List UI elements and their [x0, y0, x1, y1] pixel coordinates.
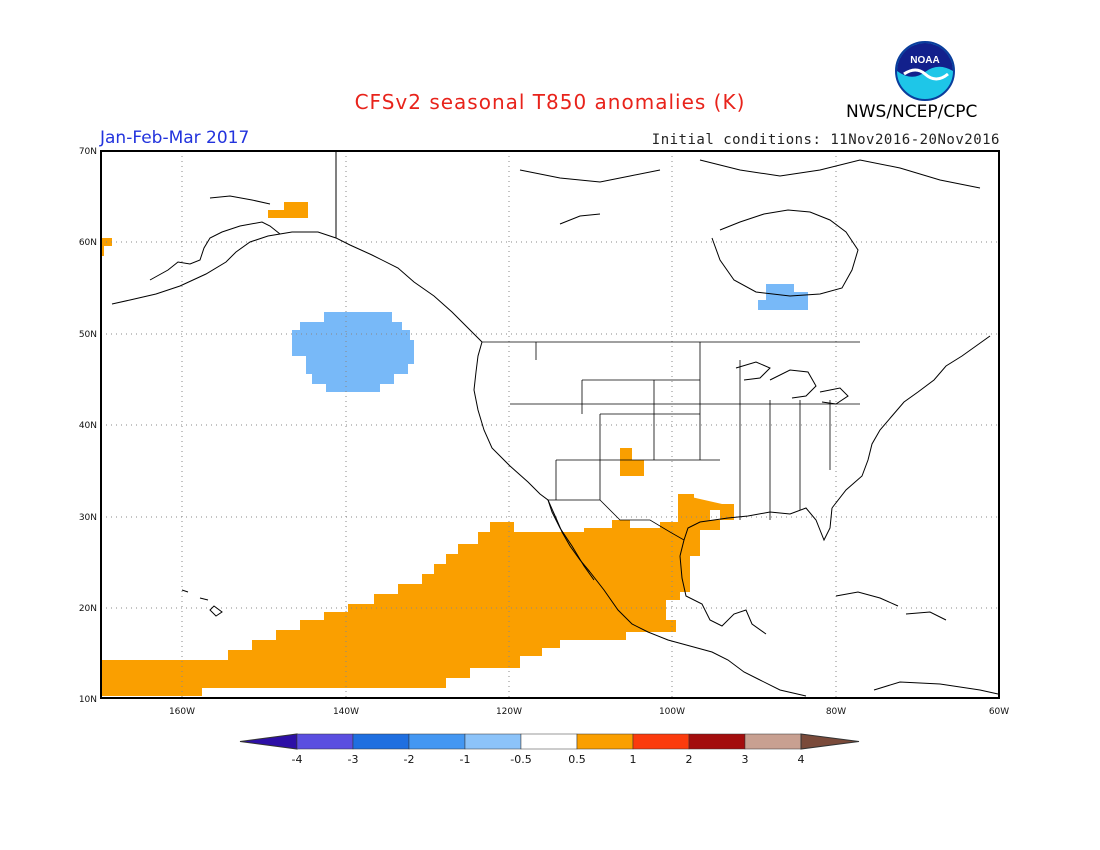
lat-label-20n: 20N — [79, 604, 97, 614]
colorbar-cell — [296, 733, 354, 750]
longitude-labels: 160W 140W 120W 100W 80W 60W — [169, 707, 1009, 717]
lon-label-160w: 160W — [169, 707, 195, 717]
anomaly-shading — [101, 202, 808, 696]
colorbar-label: -4 — [292, 753, 303, 766]
colorbar-label: 3 — [742, 753, 749, 766]
colorbar-cell — [520, 733, 578, 750]
colorbar-cell — [464, 733, 522, 750]
colorbar-cell — [688, 733, 746, 750]
colorbar-cell — [408, 733, 466, 750]
lon-label-60w: 60W — [989, 707, 1009, 717]
colorbar-label: -0.5 — [510, 753, 531, 766]
forecast-period: Jan-Feb-Mar 2017 — [100, 128, 250, 148]
lon-label-100w: 100W — [659, 707, 685, 717]
colorbar-label: 1 — [630, 753, 637, 766]
warm-anomaly-texas — [678, 494, 734, 520]
lat-label-70n: 70N — [79, 147, 97, 157]
noaa-logo-text: NOAA — [910, 55, 939, 66]
colorbar-cell — [576, 733, 634, 750]
warm-anomaly-pacific — [101, 494, 734, 696]
colorbar-label: 4 — [798, 753, 805, 766]
lon-label-80w: 80W — [826, 707, 846, 717]
colorbar-cell — [632, 733, 690, 750]
political-boundaries — [482, 341, 860, 541]
map-frame — [100, 150, 1000, 699]
cool-anomaly-hudson-bay — [758, 284, 808, 310]
lat-label-30n: 30N — [79, 513, 97, 523]
colorbar-label: -1 — [460, 753, 471, 766]
lon-label-120w: 120W — [496, 707, 522, 717]
map-title: CFSv2 seasonal T850 anomalies (K) — [354, 90, 746, 114]
lat-label-60n: 60N — [79, 238, 97, 248]
coastlines — [111, 152, 999, 697]
noaa-logo: NOAA — [894, 40, 956, 106]
colorbar-arrow-high — [800, 733, 860, 750]
lat-lon-grid — [101, 151, 999, 698]
warm-anomaly-arctic — [268, 202, 308, 218]
colorbar-label: 2 — [686, 753, 693, 766]
colorbar-cell — [744, 733, 802, 750]
warm-anomaly-west-edge — [101, 238, 112, 256]
initial-conditions: Initial conditions: 11Nov2016-20Nov2016 — [651, 132, 1000, 148]
colorbar-label: 0.5 — [568, 753, 586, 766]
lon-label-140w: 140W — [333, 707, 359, 717]
colorbar-labels: -4 -3 -2 -1 -0.5 0.5 1 2 3 4 — [292, 753, 805, 766]
lat-label-10n: 10N — [79, 695, 97, 705]
latitude-labels: 70N 60N 50N 40N 30N 20N 10N — [79, 147, 97, 705]
warm-anomaly-new-mexico — [620, 448, 644, 476]
colorbar-cells — [239, 733, 860, 750]
org-label: NWS/NCEP/CPC — [846, 102, 978, 122]
colorbar-arrow-low — [239, 733, 298, 750]
lat-label-50n: 50N — [79, 330, 97, 340]
lat-label-40n: 40N — [79, 421, 97, 431]
colorbar-label: -3 — [348, 753, 359, 766]
cool-anomaly-ne-pacific — [292, 312, 414, 392]
colorbar-cell — [352, 733, 410, 750]
colorbar-label: -2 — [404, 753, 415, 766]
